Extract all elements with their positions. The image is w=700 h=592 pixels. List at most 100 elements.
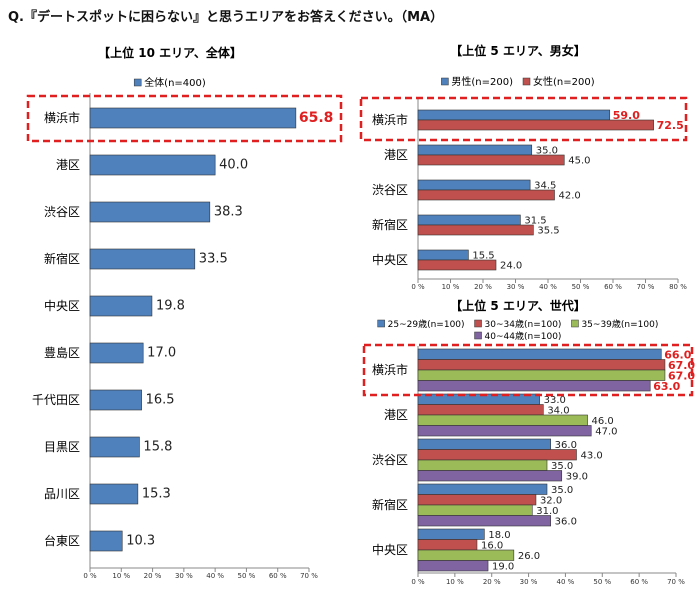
category-label: 港区 <box>384 408 408 422</box>
bar <box>417 380 651 392</box>
data-label: 19.8 <box>156 299 185 314</box>
category-label: 中央区 <box>372 252 408 267</box>
category-label: 新宿区 <box>44 251 80 266</box>
data-label: 16.0 <box>481 540 503 551</box>
legend-label: 35~39歳(n=100) <box>581 318 658 330</box>
legend-swatch <box>522 77 531 86</box>
x-tick-label: 80 % <box>669 283 687 291</box>
data-label: 45.0 <box>568 156 590 167</box>
question-title: Q.『デートスポットに困らない』と思うエリアをお答えください。（MA） <box>8 10 444 25</box>
data-label: 66.0 <box>664 348 691 361</box>
data-label: 35.0 <box>551 461 573 472</box>
highlight-box <box>359 96 688 142</box>
data-label: 67.0 <box>668 359 695 372</box>
legend-label: 25~29歳(n=100) <box>388 318 465 330</box>
x-tick-label: 30 % <box>175 572 193 580</box>
x-tick-label: 30 % <box>520 578 538 586</box>
legend-swatch <box>133 78 142 87</box>
x-tick-label: 60 % <box>630 578 648 586</box>
data-label: 31.0 <box>536 506 558 517</box>
data-label: 63.0 <box>653 380 680 393</box>
bar <box>417 259 497 271</box>
highlight-box <box>26 94 343 143</box>
x-tick-label: 40 % <box>557 578 575 586</box>
legend-label: 30~34歳(n=100) <box>485 318 562 330</box>
data-label: 39.0 <box>566 471 588 482</box>
category-label: 目黒区 <box>44 440 80 454</box>
bar <box>417 494 537 506</box>
category-label: 新宿区 <box>372 497 408 512</box>
chart-title: 【上位 5 エリア、男女】 <box>450 43 586 58</box>
chart-title: 【上位 10 エリア、全体】 <box>98 45 242 60</box>
data-label: 35.0 <box>551 485 573 496</box>
chart-title: 【上位 5 エリア、世代】 <box>450 298 586 313</box>
x-tick-label: 20 % <box>483 578 501 586</box>
category-label: 港区 <box>56 158 80 172</box>
category-label: 豊島区 <box>44 345 80 360</box>
data-label: 38.3 <box>214 205 243 220</box>
x-tick-label: 40 % <box>206 572 224 580</box>
bar <box>89 154 216 176</box>
data-label: 19.0 <box>492 561 514 572</box>
data-label: 15.8 <box>143 440 172 455</box>
data-label: 26.0 <box>518 551 540 562</box>
bar <box>417 348 662 360</box>
data-label: 72.5 <box>657 119 684 132</box>
data-label: 36.0 <box>555 516 577 527</box>
data-label: 40.0 <box>219 158 248 173</box>
legend-swatch <box>474 319 482 328</box>
legend-label: 全体(n=400) <box>144 76 206 89</box>
bar <box>417 109 611 121</box>
bar <box>417 449 577 461</box>
data-label: 24.0 <box>500 261 522 272</box>
x-tick-label: 10 % <box>446 578 464 586</box>
x-tick-label: 70 % <box>667 578 685 586</box>
data-label: 65.8 <box>299 110 334 126</box>
x-tick-label: 30 % <box>507 283 525 291</box>
bar <box>89 530 123 552</box>
category-label: 港区 <box>384 148 408 162</box>
bar <box>417 470 563 482</box>
data-label: 10.3 <box>126 534 155 549</box>
x-tick-label: 20 % <box>474 283 492 291</box>
bar <box>417 214 521 226</box>
data-label: 36.0 <box>555 440 577 451</box>
bar <box>89 342 144 364</box>
x-tick-label: 50 % <box>572 283 590 291</box>
x-tick-label: 0 % <box>411 578 425 586</box>
bar <box>417 504 533 516</box>
bar <box>417 144 533 156</box>
x-tick-label: 10 % <box>442 283 460 291</box>
category-label: 品川区 <box>44 487 80 501</box>
bar <box>417 515 551 527</box>
category-label: 横浜市 <box>372 362 408 377</box>
x-tick-label: 70 % <box>637 283 655 291</box>
data-label: 46.0 <box>592 416 614 427</box>
data-label: 31.5 <box>524 216 546 227</box>
bar <box>417 249 469 261</box>
data-label: 47.0 <box>595 426 617 437</box>
legend-swatch <box>571 319 579 328</box>
x-tick-label: 0 % <box>83 572 97 580</box>
bar <box>417 438 551 450</box>
data-label: 17.0 <box>147 346 176 361</box>
x-tick-label: 50 % <box>238 572 256 580</box>
highlight-box <box>362 343 694 397</box>
bar <box>89 483 139 505</box>
data-label: 33.5 <box>199 252 228 267</box>
category-label: 横浜市 <box>44 110 80 125</box>
category-label: 中央区 <box>44 298 80 313</box>
bar <box>417 154 565 166</box>
bar <box>89 389 142 411</box>
category-label: 千代田区 <box>32 393 80 407</box>
bar <box>417 459 548 471</box>
category-label: 中央区 <box>372 542 408 557</box>
bar <box>417 369 666 381</box>
category-label: 新宿区 <box>372 217 408 232</box>
bar <box>417 414 588 426</box>
category-label: 渋谷区 <box>44 205 80 219</box>
bar <box>417 119 654 131</box>
data-label: 43.0 <box>580 450 602 461</box>
bar <box>89 248 196 270</box>
